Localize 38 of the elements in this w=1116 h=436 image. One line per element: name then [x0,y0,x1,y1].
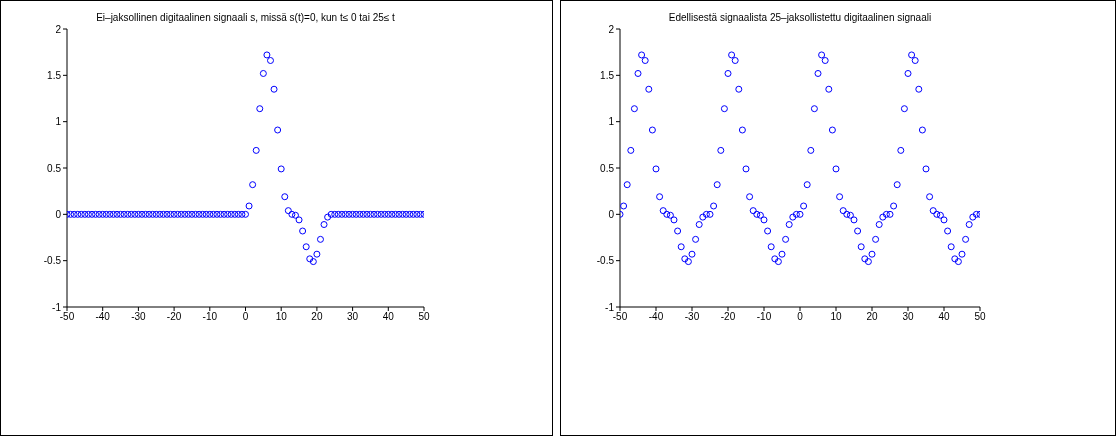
y-tick-label: 0.5 [47,162,62,174]
x-tick-label: 10 [275,311,288,323]
y-tick-label: 1.5 [600,69,615,81]
x-tick-label: -40 [95,311,111,323]
x-tick-label: 0 [242,311,249,323]
y-tick-label: 0 [608,208,615,220]
y-tick-label: 1 [608,116,615,128]
x-tick-label: -50 [612,311,628,323]
x-tick-label: -10 [202,311,218,323]
y-tick-label: -0.5 [43,255,62,267]
chart-title: Edellisestä signaalista 25–jaksollistettu digitaalinen signaali [667,12,933,23]
x-tick-label: -20 [166,311,182,323]
x-tick-label: 10 [830,311,842,323]
y-tick-label: -1 [605,301,615,313]
x-tick-label: 20 [311,311,323,323]
y-tick-label: -0.5 [596,255,615,267]
x-tick-label: -20 [720,311,736,323]
y-tick-label: 0 [55,208,62,220]
y-tick-label: -1 [52,301,62,313]
x-tick-label: -50 [59,311,75,323]
x-tick-label: -30 [684,311,700,323]
y-tick-label: 0.5 [600,162,615,174]
x-tick-label: 30 [347,311,359,323]
x-tick-label: 50 [974,311,986,323]
x-tick-label: 40 [938,311,950,323]
y-tick-label: 2 [55,23,62,35]
x-tick-label: 40 [382,311,395,323]
y-tick-label: 1 [55,116,62,128]
x-tick-label: -40 [648,311,664,323]
y-tick-label: 1.5 [47,69,62,81]
x-tick-label: 50 [418,311,430,323]
x-tick-label: 20 [866,311,878,323]
chart-title: Ei–jaksollinen digitaalinen signaali s, missä s(t)=0, kun t≤ 0 tai 25≤ t [95,12,396,23]
x-tick-label: -30 [131,311,147,323]
x-tick-label: 0 [797,311,804,323]
y-tick-label: 2 [608,23,615,35]
x-tick-label: 30 [902,311,914,323]
x-tick-label: -10 [756,311,772,323]
